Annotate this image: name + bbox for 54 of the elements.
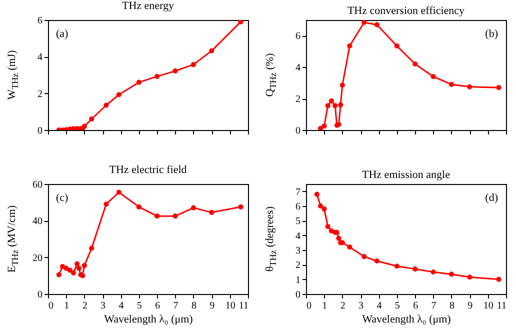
annotation: (b) <box>485 28 498 40</box>
x-tick-label: 7 <box>173 300 178 312</box>
x-tick-label: 1 <box>322 300 328 312</box>
x-tick-label: 5 <box>136 300 142 312</box>
y-tick-label: 4 <box>296 62 300 74</box>
y-tick-label: 5 <box>296 216 300 228</box>
x-tick-label: 10 <box>483 300 494 312</box>
x-tick-label: 5 <box>394 300 400 312</box>
x-tick-label: 9 <box>468 300 473 312</box>
y-tick-label: 60 <box>32 180 42 190</box>
x-tick-label: 11 <box>238 300 248 312</box>
y-tick-label: 4 <box>38 52 42 64</box>
x-tick-label: 0 <box>48 300 54 312</box>
x-tick-label: 9 <box>210 300 215 312</box>
x-tick-label: 8 <box>191 300 196 312</box>
chart-title: THz energy <box>122 0 175 12</box>
x-tick-label: 2 <box>82 300 88 312</box>
y-tick-label: 6 <box>38 16 42 26</box>
x-tick-label: 8 <box>449 300 454 312</box>
y-tick-label: 0 <box>296 126 300 136</box>
x-tick-label: 6 <box>413 300 418 312</box>
y-tick-label: 0 <box>296 290 300 300</box>
y-tick-label: 2 <box>296 260 300 272</box>
x-tick-label: 10 <box>225 300 236 312</box>
x-tick-label: 0 <box>306 300 312 312</box>
x-axis-title: Wavelength λ₀ (μm) <box>362 314 452 326</box>
x-tick-label: 2 <box>340 300 346 312</box>
y-tick-label: 2 <box>38 88 42 100</box>
y-tick-label: 0 <box>38 126 42 136</box>
y-tick-label: 20 <box>32 252 42 264</box>
x-tick-label: 1 <box>64 300 70 312</box>
x-tick-label: 4 <box>376 300 382 312</box>
x-tick-label: 3 <box>100 300 106 312</box>
x-tick-label: 3 <box>358 300 364 312</box>
y-tick-label: 6 <box>296 202 300 212</box>
y-tick-label: 3 <box>296 246 300 256</box>
y-tick-label: 1 <box>296 274 300 286</box>
x-axis-title: Wavelength λ₀ (μm) <box>104 314 194 326</box>
chart-title: THz electric field <box>109 164 188 176</box>
annotation: (d) <box>485 192 498 204</box>
y-tick-label: 4 <box>296 230 300 242</box>
y-tick-label: 6 <box>296 31 300 42</box>
x-tick-label: 4 <box>118 300 124 312</box>
y-tick-label: 2 <box>296 94 300 106</box>
y-tick-label: 7 <box>296 186 300 198</box>
y-tick-label: 0 <box>38 290 42 300</box>
y-tick-label: 40 <box>32 216 42 228</box>
x-tick-label: 7 <box>431 300 436 312</box>
x-tick-label: 11 <box>496 300 506 312</box>
chart-title: THz conversion efficiency <box>347 5 466 17</box>
chart-title: THz emission angle <box>362 169 450 181</box>
annotation: (a) <box>56 28 69 40</box>
annotation: (c) <box>56 192 69 204</box>
x-tick-label: 6 <box>155 300 160 312</box>
